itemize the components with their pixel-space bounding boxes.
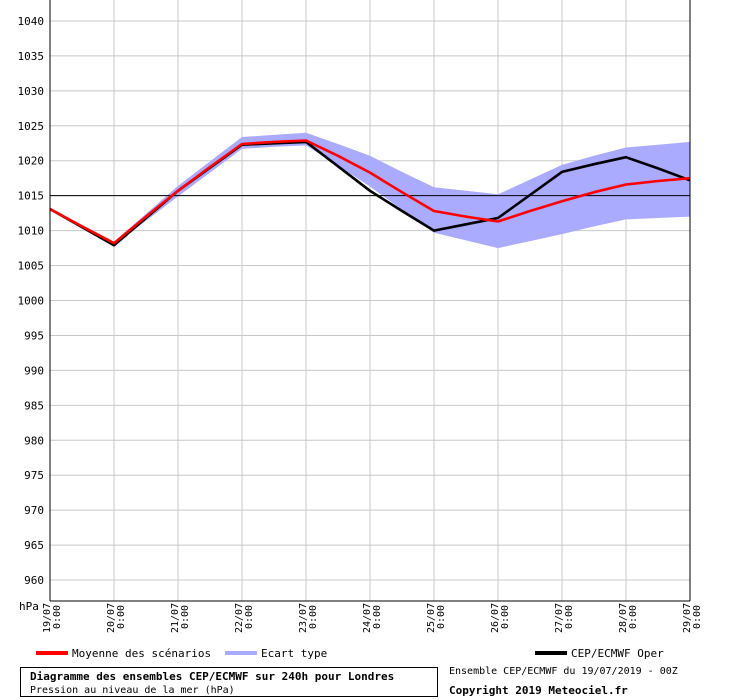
x-tick-date-2: 21/07 [170, 603, 181, 633]
x-tick-time-3: 0:00 [244, 605, 255, 629]
x-tick-date-4: 23/07 [298, 603, 309, 633]
x-tick-date-8: 27/07 [554, 603, 565, 633]
x-tick-group-4: 23/07 0:00 [298, 603, 319, 633]
x-tick-date-6: 25/07 [426, 603, 437, 633]
x-tick-group-5: 24/07 0:00 [362, 603, 383, 633]
x-tick-time-2: 0:00 [180, 605, 191, 629]
y-tick-980: 980 [24, 434, 44, 447]
legend-swatch-oper [535, 651, 567, 655]
y-tick-1020: 1020 [18, 155, 45, 168]
y-tick-995: 995 [24, 329, 44, 342]
x-tick-time-6: 0:00 [436, 605, 447, 629]
x-tick-labels: 19/07 0:00 20/07 0:00 21/07 0:00 22/07 0:00 23/0… [42, 603, 703, 633]
x-tick-date-3: 22/07 [234, 603, 245, 633]
y-tick-985: 985 [24, 399, 44, 412]
y-tick-965: 965 [24, 539, 44, 552]
y-tick-970: 970 [24, 504, 44, 517]
x-tick-date-10: 29/07 [682, 603, 693, 633]
x-tick-group-9: 28/07 0:00 [618, 603, 639, 633]
x-tick-time-0: 0:00 [52, 605, 63, 629]
x-tick-date-1: 20/07 [106, 603, 117, 633]
ecart-type-band [50, 132, 690, 249]
y-unit-label: hPa [19, 600, 39, 613]
legend-swatch-mean [36, 651, 68, 655]
x-tick-date-7: 26/07 [490, 603, 501, 633]
legend-label-stddev: Ecart type [261, 646, 328, 660]
chart-subtitle: Pression au niveau de la mer (hPa) [30, 685, 235, 696]
y-tick-1015: 1015 [18, 190, 45, 203]
legend-item-oper: CEP/ECMWF Oper [535, 646, 664, 660]
ensemble-pressure-chart: 960 965 970 975 980 985 990 995 1000 1005 1010 1015… [18, 0, 703, 633]
x-tick-time-5: 0:00 [372, 605, 383, 629]
legend-label-oper: CEP/ECMWF Oper [571, 646, 664, 660]
x-tick-time-9: 0:00 [628, 605, 639, 629]
y-tick-975: 975 [24, 469, 44, 482]
x-tick-group-8: 27/07 0:00 [554, 603, 575, 633]
chart-info-box: Diagramme des ensembles CEP/ECMWF sur 24… [20, 667, 438, 697]
axes [49, 0, 691, 602]
x-tick-group-2: 21/07 0:00 [170, 603, 191, 633]
series-lines [49, 139, 691, 247]
y-tick-1030: 1030 [18, 85, 45, 98]
legend-item-mean: Moyenne des scénarios [36, 646, 211, 660]
copyright-text[interactable]: Copyright 2019 Meteociel.fr [449, 684, 628, 697]
x-tick-time-4: 0:00 [308, 605, 319, 629]
y-tick-labels: 960 965 970 975 980 985 990 995 1000 1005 1010 1015… [18, 15, 45, 613]
x-tick-group-6: 25/07 0:00 [426, 603, 447, 633]
y-tick-1010: 1010 [18, 225, 45, 238]
y-tick-990: 990 [24, 364, 44, 377]
grid [49, 0, 691, 601]
y-tick-960: 960 [24, 574, 44, 587]
y-tick-1025: 1025 [18, 120, 45, 133]
x-tick-time-7: 0:00 [500, 605, 511, 629]
legend-swatch-stddev [225, 651, 257, 655]
series-line-mean [49, 139, 691, 245]
x-tick-time-1: 0:00 [116, 605, 127, 629]
std-dev-band [50, 132, 690, 249]
x-tick-date-0: 19/07 [42, 603, 53, 633]
x-tick-group-7: 26/07 0:00 [490, 603, 511, 633]
legend-item-stddev: Ecart type [225, 646, 327, 660]
y-tick-1040: 1040 [18, 15, 45, 28]
y-tick-1000: 1000 [18, 295, 45, 308]
model-run-text: Ensemble CEP/ECMWF du 19/07/2019 - 00Z [449, 666, 678, 677]
x-tick-group-0: 19/07 0:00 [42, 603, 63, 633]
x-tick-group-3: 22/07 0:00 [234, 603, 255, 633]
x-tick-group-1: 20/07 0:00 [106, 603, 127, 633]
legend-label-mean: Moyenne des scénarios [72, 646, 212, 660]
y-tick-1005: 1005 [18, 260, 45, 273]
y-tick-1035: 1035 [18, 50, 45, 63]
x-tick-time-10: 0:00 [692, 605, 703, 629]
chart-title: Diagramme des ensembles CEP/ECMWF sur 24… [30, 670, 395, 683]
x-tick-date-9: 28/07 [618, 603, 629, 633]
x-tick-date-5: 24/07 [362, 603, 373, 633]
x-tick-time-8: 0:00 [564, 605, 575, 629]
x-tick-group-10: 29/07 0:00 [682, 603, 703, 633]
